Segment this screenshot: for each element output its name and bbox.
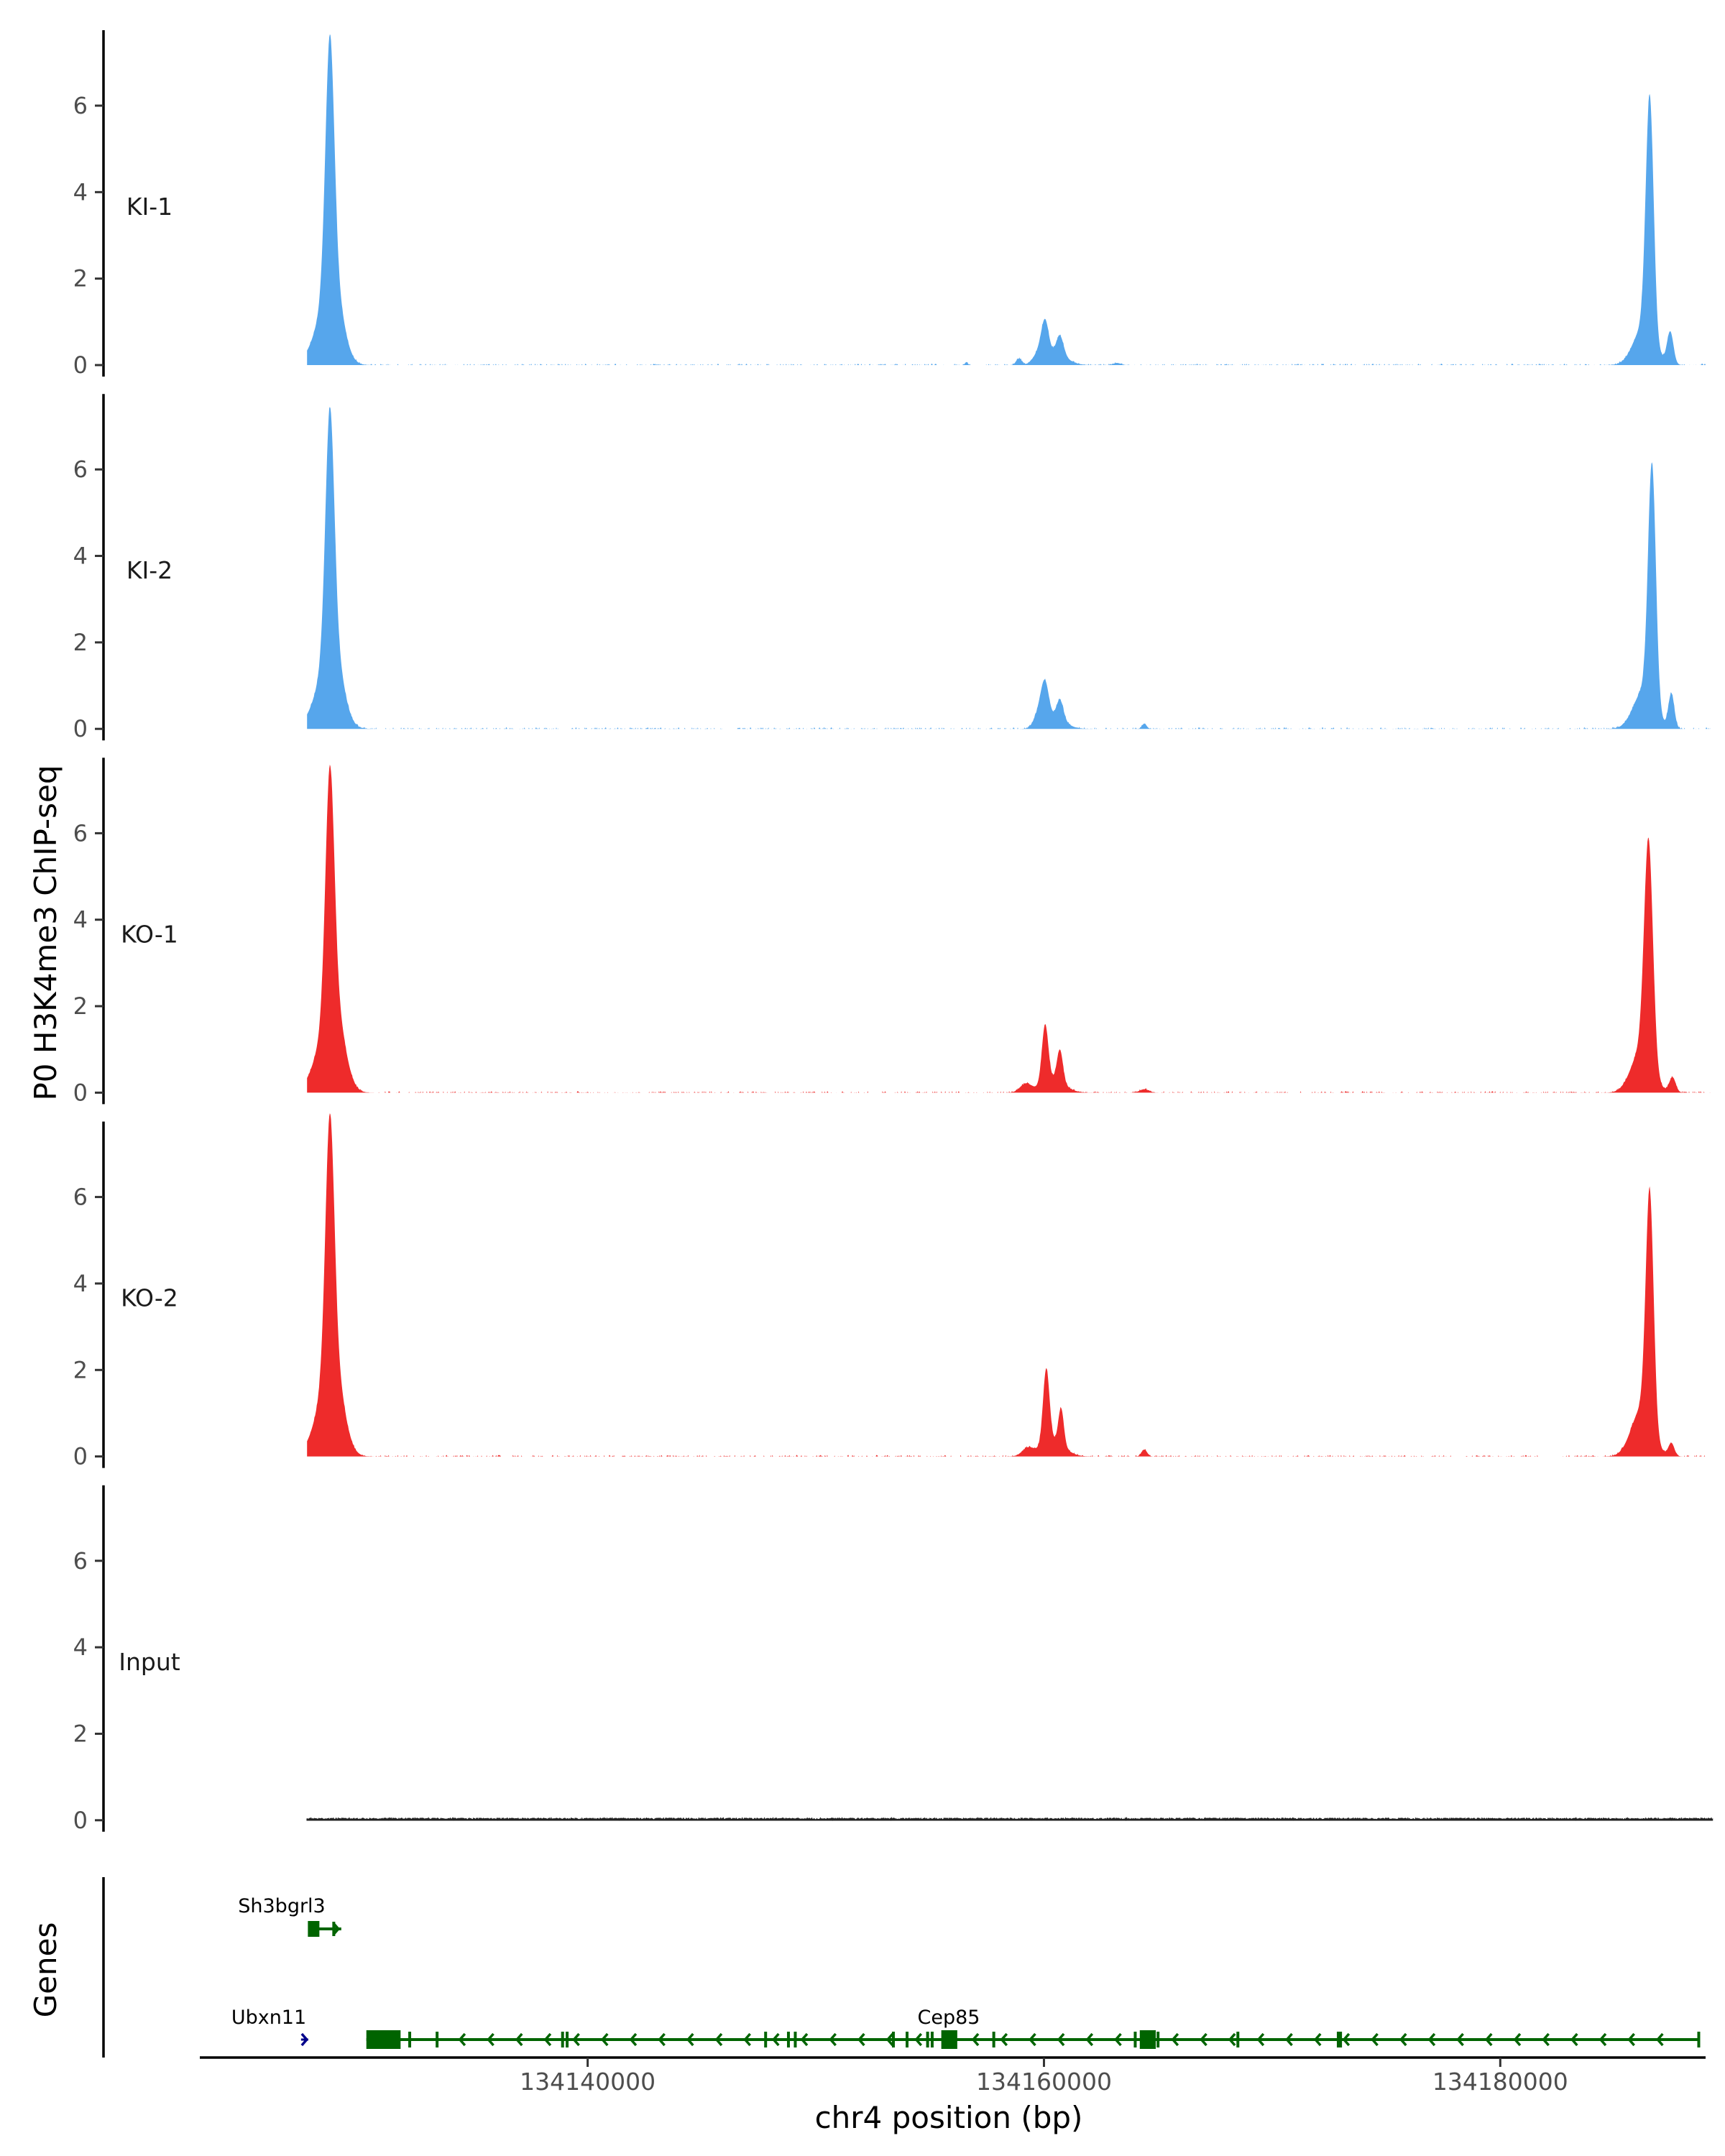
strand-arrow — [658, 2032, 666, 2047]
y-tick-label: 4 — [73, 1634, 88, 1661]
gene-cep85: Cep85 — [366, 2007, 1701, 2049]
y-tick-label: 2 — [73, 1720, 88, 1747]
y-tick-label: 4 — [73, 1270, 88, 1297]
strand-arrow — [487, 2032, 494, 2047]
strand-arrow — [1484, 2032, 1493, 2047]
strand-arrow — [515, 2032, 523, 2047]
strand-arrow — [572, 2032, 580, 2047]
chip-seq-tracks: 0 2 4 6 KI-1 0 2 4 6 KI-2 0 2 4 6 KO-1 0 2 4 6 KO-2 0 2 4 6 Inpu… — [73, 30, 1714, 1834]
y-tick-label: 6 — [73, 1547, 88, 1575]
strand-arrow — [629, 2032, 638, 2047]
gene-label: Ubxn11 — [231, 2007, 306, 2029]
y-tick-label: 0 — [73, 351, 88, 379]
strand-arrow — [1399, 2032, 1407, 2047]
strand-arrow — [1200, 2032, 1208, 2047]
track-label: KO-2 — [121, 1284, 178, 1312]
track-ko-1: 0 2 4 6 KO-1 — [73, 757, 1711, 1106]
track-label: Input — [119, 1648, 180, 1676]
y-tick-label: 2 — [73, 265, 88, 292]
strand-arrow — [600, 2032, 609, 2047]
genes-panel-label: Genes — [28, 1922, 63, 2018]
strand-arrow — [886, 2032, 894, 2047]
y-tick-label: 6 — [73, 92, 88, 119]
x-tick-label: 134180000 — [1432, 2068, 1568, 2096]
y-tick-label: 2 — [73, 629, 88, 656]
strand-arrow — [1342, 2032, 1351, 2047]
strand-arrow — [1427, 2032, 1436, 2047]
x-axis: chr4 position (bp) 134140000 134160000 134… — [200, 2056, 1706, 2135]
strand-arrow — [1598, 2032, 1607, 2047]
y-tick-label: 4 — [73, 178, 88, 206]
strand-arrow — [971, 2032, 980, 2047]
strand-arrow — [1228, 2032, 1236, 2047]
strand-arrow — [332, 1922, 341, 1936]
coverage-area — [306, 1816, 1714, 1821]
y-tick-label: 4 — [73, 906, 88, 934]
strand-arrow — [1627, 2032, 1635, 2047]
y-tick-label: 0 — [73, 1079, 88, 1106]
y-tick-label: 2 — [73, 992, 88, 1020]
strand-arrow — [1029, 2032, 1036, 2047]
strand-arrow — [1171, 2032, 1179, 2047]
track-ki-2: 0 2 4 6 KI-2 — [73, 394, 1711, 742]
gene-ubxn11: Ubxn11 — [231, 2007, 309, 2047]
track-ki-1: 0 2 4 6 KI-1 — [73, 30, 1706, 379]
y-tick-label: 6 — [73, 456, 88, 483]
strand-arrow — [1570, 2032, 1578, 2047]
strand-arrow — [914, 2032, 923, 2047]
y-tick-label: 4 — [73, 543, 88, 570]
strand-arrow — [1513, 2032, 1522, 2047]
track-label: KI-1 — [126, 193, 172, 221]
y-tick-label: 6 — [73, 819, 88, 847]
strand-arrow — [686, 2032, 694, 2047]
x-tick-label: 134160000 — [976, 2068, 1112, 2096]
strand-arrow — [857, 2032, 865, 2047]
exon — [366, 2030, 401, 2049]
strand-arrow — [943, 2032, 951, 2047]
genes-panel: Genes Sh3bgrl3 Ubxn11 Cep85 — [28, 1877, 1701, 2058]
strand-arrow — [543, 2032, 552, 2047]
y-tick-label: 0 — [73, 1443, 88, 1470]
strand-arrow — [1542, 2032, 1550, 2047]
strand-arrow — [1057, 2032, 1065, 2047]
gene-label: Cep85 — [918, 2007, 980, 2029]
strand-arrow — [1285, 2032, 1293, 2047]
track-input: 0 2 4 6 Input — [73, 1485, 1714, 1834]
strand-arrow — [1142, 2032, 1151, 2047]
strand-arrow — [1656, 2032, 1664, 2047]
strand-arrow — [1000, 2032, 1008, 2047]
track-label: KI-2 — [126, 556, 172, 584]
y-tick-label: 0 — [73, 1807, 88, 1834]
strand-arrow — [1371, 2032, 1379, 2047]
track-ko-2: 0 2 4 6 KO-2 — [73, 1113, 1706, 1470]
exon — [308, 1921, 320, 1937]
strand-arrow — [1085, 2032, 1094, 2047]
strand-arrow — [1256, 2032, 1265, 2047]
strand-arrow — [829, 2032, 837, 2047]
exon — [941, 2030, 957, 2049]
gene-label: Sh3bgrl3 — [238, 1895, 326, 1917]
gene-sh3bgrl3: Sh3bgrl3 — [238, 1895, 341, 1937]
y-tick-label: 6 — [73, 1184, 88, 1211]
strand-arrow — [1114, 2032, 1122, 2047]
strand-arrow — [800, 2032, 809, 2047]
strand-arrow — [1456, 2032, 1464, 2047]
x-axis-label: chr4 position (bp) — [815, 2100, 1083, 2135]
strand-arrow — [771, 2032, 780, 2047]
x-tick-label: 134140000 — [520, 2068, 656, 2096]
y-tick-label: 0 — [73, 715, 88, 742]
strand-arrow — [458, 2032, 466, 2047]
y-axis-label: P0 H3K4me3 ChIP-seq — [28, 765, 63, 1100]
strand-arrow — [743, 2032, 751, 2047]
strand-arrow — [714, 2032, 723, 2047]
exon — [1139, 2030, 1156, 2049]
strand-arrow — [1313, 2032, 1322, 2047]
y-tick-label: 2 — [73, 1356, 88, 1383]
track-label: KO-1 — [121, 920, 178, 948]
